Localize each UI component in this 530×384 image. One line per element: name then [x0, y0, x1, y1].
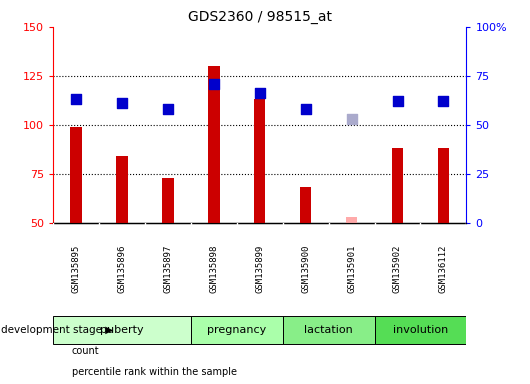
Text: development stage ▶: development stage ▶ [1, 325, 113, 335]
Bar [70, 127, 82, 223]
Point [209, 81, 218, 87]
Bar [191, 316, 282, 344]
Bar [392, 148, 403, 223]
Text: count: count [72, 346, 99, 356]
Bar [254, 99, 266, 223]
Text: GSM135897: GSM135897 [163, 245, 172, 293]
Point [439, 98, 448, 104]
Bar [375, 316, 466, 344]
Point [393, 98, 402, 104]
Text: involution: involution [393, 325, 448, 335]
Bar [208, 66, 219, 223]
Text: GSM135900: GSM135900 [301, 245, 310, 293]
Bar [282, 316, 375, 344]
Point [255, 90, 264, 96]
Text: GSM135896: GSM135896 [118, 245, 126, 293]
Title: GDS2360 / 98515_at: GDS2360 / 98515_at [188, 10, 332, 25]
Text: pregnancy: pregnancy [207, 325, 267, 335]
Bar [53, 316, 191, 344]
Point [72, 96, 80, 103]
Bar [438, 148, 449, 223]
Bar [162, 178, 173, 223]
Text: GSM135899: GSM135899 [255, 245, 264, 293]
Text: GSM135901: GSM135901 [347, 245, 356, 293]
Text: GSM136112: GSM136112 [439, 245, 448, 293]
Text: GSM135895: GSM135895 [72, 245, 81, 293]
Point [302, 106, 310, 112]
Bar [116, 156, 128, 223]
Bar [300, 187, 312, 223]
Text: GSM135898: GSM135898 [209, 245, 218, 293]
Point [164, 106, 172, 112]
Text: lactation: lactation [304, 325, 353, 335]
Text: GSM135902: GSM135902 [393, 245, 402, 293]
Bar [346, 217, 357, 223]
Point [118, 100, 126, 106]
Text: percentile rank within the sample: percentile rank within the sample [72, 367, 236, 377]
Text: puberty: puberty [100, 325, 144, 335]
Point [347, 116, 356, 122]
